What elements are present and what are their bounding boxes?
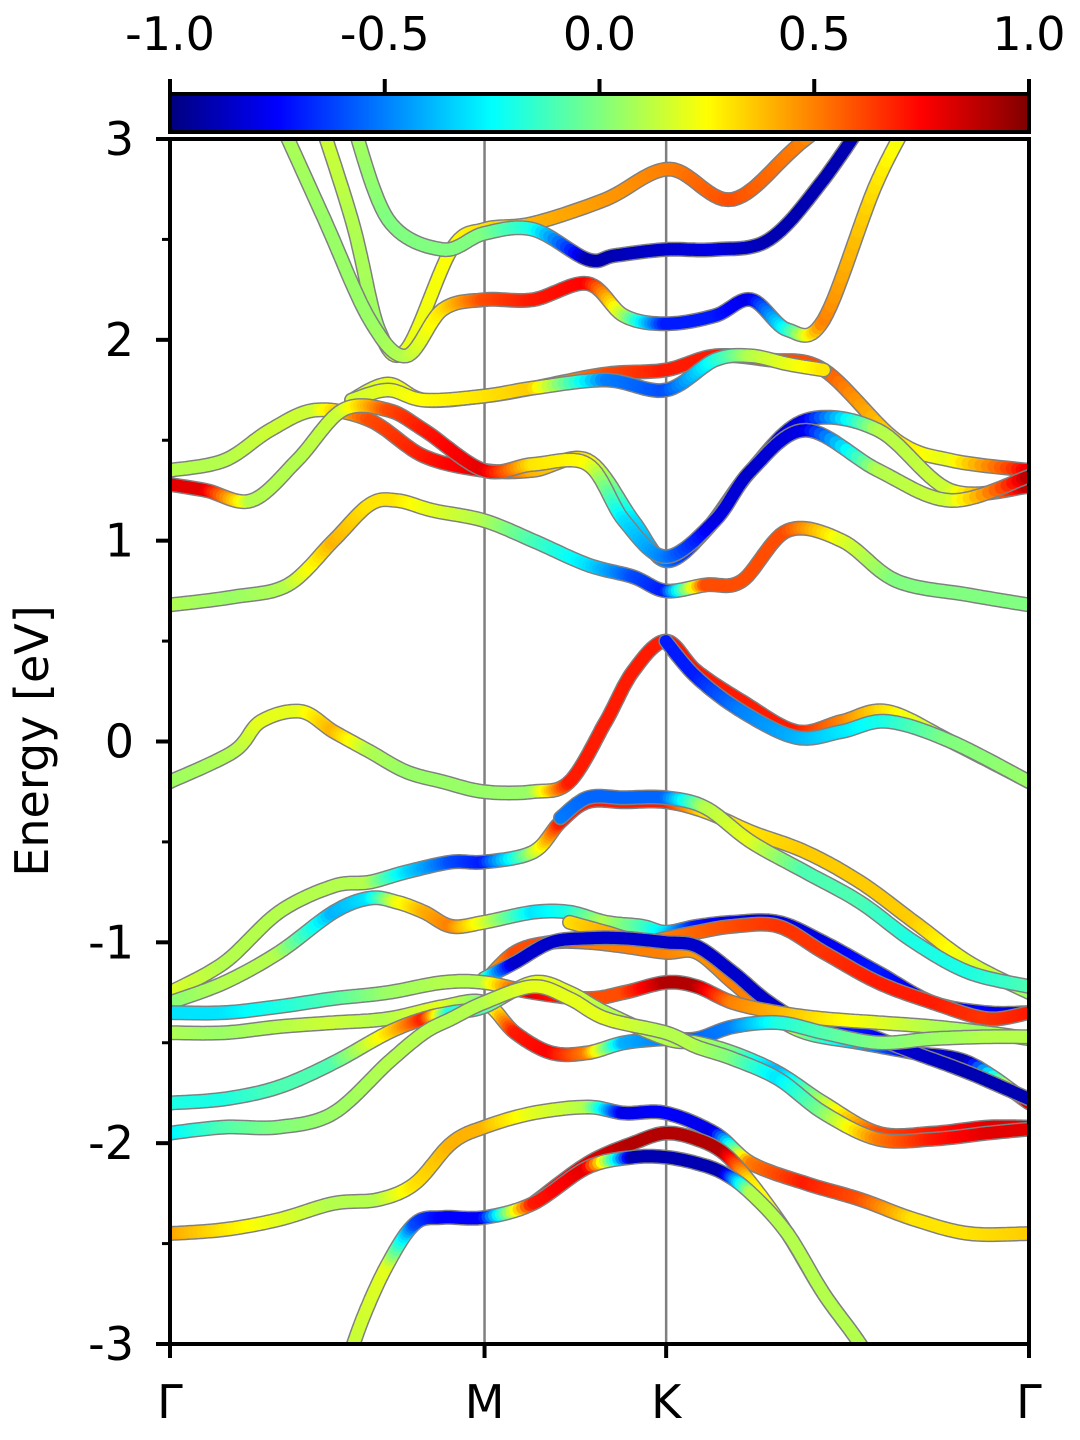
band-segment — [931, 79, 933, 83]
band-segment — [893, 1399, 895, 1402]
band-segment — [308, 85, 310, 92]
band-segment — [858, 1342, 868, 1344]
band-segment — [872, 1362, 875, 1367]
band-segment — [874, 82, 883, 88]
y-tick-label: -1 — [88, 915, 134, 969]
band-segment — [890, 71, 898, 76]
y-tick-label: 1 — [105, 514, 134, 568]
y-tick-label: -3 — [88, 1317, 134, 1371]
bands — [170, 59, 1029, 1405]
band-21 — [170, 1099, 1029, 1243]
band-segment — [893, 1399, 895, 1402]
y-tick-label: -2 — [88, 1116, 134, 1170]
band-20 — [170, 979, 1029, 1149]
band-segment — [891, 1395, 893, 1399]
band-2 — [350, 139, 861, 269]
colorbar: -1.0 -0.5 0.0 0.5 1.0 — [125, 7, 1066, 134]
y-tick-label: 3 — [105, 112, 134, 166]
band-segment — [338, 1387, 340, 1392]
band-segment — [881, 1377, 884, 1382]
band-segment — [336, 1392, 338, 1397]
colorbar-tick-label: 1.0 — [992, 7, 1065, 61]
x-tick-label: K — [651, 1375, 683, 1429]
band-segment — [910, 59, 915, 62]
band-segment — [872, 1362, 875, 1367]
band-segment — [335, 1397, 336, 1401]
band-5 — [344, 347, 832, 408]
band-3 — [279, 79, 933, 364]
band-12 — [553, 788, 1029, 994]
band-segment — [882, 76, 890, 82]
band-segment — [878, 1372, 881, 1377]
band-10 — [658, 633, 1029, 790]
band-23 — [333, 1148, 896, 1405]
band-segment — [341, 1374, 343, 1380]
band-segment — [878, 1372, 881, 1377]
band-segment — [881, 1377, 884, 1382]
colorbar-tick-label: -1.0 — [125, 7, 215, 61]
band-segment — [858, 1342, 868, 1344]
band-segment — [886, 1387, 889, 1391]
plot-area: -3 -2 -1 0 1 2 3 Γ M K Γ Energy [eV] — [5, 59, 1042, 1429]
colorbar-tick-label: 0.0 — [563, 7, 636, 61]
band-segment — [889, 1391, 891, 1395]
band-segment — [886, 1387, 889, 1391]
y-tick-label: 2 — [105, 313, 134, 367]
y-tick-label: 0 — [105, 715, 134, 769]
colorbar-gradient — [168, 92, 1031, 134]
band-segment — [895, 1402, 896, 1405]
band-segment — [875, 1367, 878, 1372]
band-segment — [883, 1382, 886, 1387]
band-segment — [306, 79, 308, 85]
band-segment — [883, 1382, 886, 1387]
band-segment — [345, 1361, 347, 1368]
band-segment — [898, 66, 905, 71]
y-axis: -3 -2 -1 0 1 2 3 — [88, 112, 170, 1371]
band-segment — [869, 1357, 872, 1362]
band-segment — [895, 1402, 896, 1405]
colorbar-ticks: -1.0 -0.5 0.0 0.5 1.0 — [125, 7, 1066, 94]
band-7 — [170, 398, 1029, 565]
band-segment — [348, 1354, 350, 1361]
colorbar-tick-label: -0.5 — [340, 7, 430, 61]
band-segment — [891, 1395, 893, 1399]
band-segment — [866, 1353, 869, 1358]
band-segment — [928, 83, 931, 88]
band-segment — [347, 1341, 357, 1344]
band-segment — [339, 1381, 341, 1387]
band-segment — [333, 1401, 334, 1404]
band-segment — [889, 1391, 891, 1395]
band-8 — [170, 492, 1029, 613]
band-segment — [904, 62, 910, 66]
band-segment — [869, 1357, 872, 1362]
band-segment — [866, 1353, 869, 1358]
y-axis-label: Energy [eV] — [5, 605, 59, 876]
x-tick-label: Γ — [1016, 1375, 1042, 1429]
x-tick-label: M — [465, 1375, 505, 1429]
colorbar-tick-label: 0.5 — [778, 7, 851, 61]
band-segment — [343, 1368, 345, 1375]
band-segment — [875, 1367, 878, 1372]
k-point-lines — [483, 139, 668, 1344]
x-tick-label: Γ — [157, 1375, 183, 1429]
